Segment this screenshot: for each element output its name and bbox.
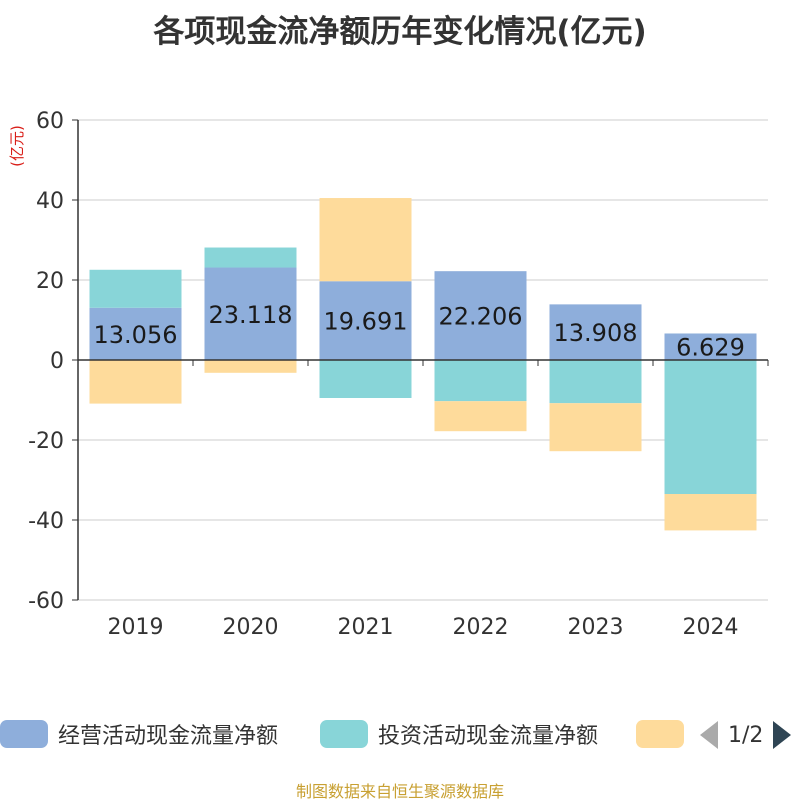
data-label: 13.056 [94, 321, 178, 349]
bar-s2-2023 [549, 403, 642, 452]
legend-page-indicator: 1/2 [728, 722, 764, 748]
bar-s1-2023 [549, 360, 642, 404]
source-footer: 制图数据来自恒生聚源数据库 [295, 782, 504, 801]
x-tick-label: 2019 [108, 615, 164, 640]
y-axis-label: (亿元) [8, 125, 26, 167]
data-label: 22.206 [439, 303, 523, 331]
x-tick-label: 2023 [568, 615, 624, 640]
prev-page-icon[interactable] [700, 721, 718, 749]
data-label: 13.908 [554, 319, 638, 347]
legend-pager: 1/2 [700, 718, 792, 752]
bar-s0-2022 [434, 271, 527, 360]
data-label: 23.118 [209, 301, 293, 329]
bar-s2-2020 [204, 360, 297, 373]
y-tick-label: 0 [50, 349, 64, 374]
legend-item-third[interactable] [636, 716, 694, 752]
bar-s1-2022 [434, 360, 527, 402]
legend-label-investing: 投资活动现金流量净额 [378, 724, 599, 749]
bar-s0-2021 [319, 281, 412, 360]
y-tick-label: -40 [28, 509, 64, 534]
bar-s2-2019 [89, 360, 182, 404]
y-tick-label: 40 [36, 189, 64, 214]
x-tick-label: 2020 [223, 615, 279, 640]
legend-swatch-operating [0, 720, 48, 748]
bar-s2-2024 [664, 494, 757, 531]
data-label: 19.691 [324, 308, 408, 336]
x-tick-label: 2022 [453, 615, 509, 640]
y-tick-label: 20 [36, 269, 64, 294]
bar-s1-2021 [319, 360, 412, 398]
next-page-icon[interactable] [773, 721, 792, 749]
legend-item-investing[interactable]: 投资活动现金流量净额 [320, 716, 598, 752]
bar-s0-2023 [549, 304, 642, 360]
bar-s1-2024 [664, 360, 757, 494]
bar-s0-2024 [664, 333, 757, 360]
legend-swatch-investing [320, 720, 368, 748]
bar-s1-2019 [89, 269, 182, 308]
bar-s2-2022 [434, 401, 527, 432]
legend-item-operating[interactable]: 经营活动现金流量净额 [0, 716, 278, 752]
bar-s0-2020 [204, 267, 297, 360]
legend-swatch-third [636, 720, 684, 748]
legend-label-operating: 经营活动现金流量净额 [58, 724, 279, 749]
data-label: 6.629 [676, 334, 745, 362]
chart-title: 各项现金流净额历年变化情况(亿元) [153, 14, 647, 50]
bar-s2-2021 [319, 198, 412, 282]
x-tick-label: 2021 [338, 615, 394, 640]
y-tick-label: 60 [36, 109, 64, 134]
y-tick-label: -60 [28, 589, 64, 614]
y-tick-label: -20 [28, 429, 64, 454]
bar-s0-2019 [89, 307, 182, 360]
bar-s1-2020 [204, 247, 297, 268]
x-tick-label: 2024 [683, 615, 739, 640]
